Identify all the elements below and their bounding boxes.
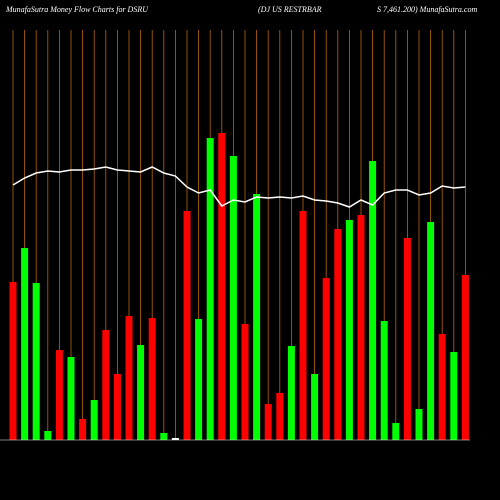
bar — [21, 248, 29, 440]
bar — [32, 283, 40, 440]
bar — [427, 222, 435, 440]
bar — [229, 156, 237, 440]
bar — [253, 194, 261, 440]
bar — [195, 319, 203, 440]
bar — [287, 346, 295, 440]
bar — [357, 215, 365, 440]
chart-subtitle: (DJ US RESTRBAR — [258, 5, 322, 14]
bar — [160, 433, 168, 440]
bar — [276, 393, 284, 440]
bar — [55, 350, 63, 440]
bar — [102, 330, 110, 440]
bar — [137, 345, 145, 440]
chart-title-right: S 7,461.200) MunafaSutra.com — [377, 5, 477, 14]
chart-title: MunafaSutra Money Flow Charts for DSRU — [5, 5, 149, 14]
bar — [90, 400, 98, 440]
bar — [311, 374, 319, 440]
bar — [241, 324, 249, 440]
bar — [345, 220, 353, 440]
bar — [369, 161, 377, 440]
flow-line — [12, 166, 466, 208]
bar — [403, 238, 411, 440]
bar — [113, 374, 121, 440]
bar — [322, 278, 330, 440]
bar — [380, 321, 388, 440]
bar — [206, 138, 214, 440]
bar — [392, 423, 400, 440]
bar — [299, 211, 307, 440]
bar — [148, 318, 156, 440]
bar — [183, 211, 191, 440]
bar — [44, 431, 52, 440]
bar — [171, 438, 179, 440]
bar — [415, 409, 423, 440]
bar — [438, 334, 446, 440]
bar — [461, 275, 469, 440]
bar — [79, 419, 87, 440]
bar — [450, 352, 458, 440]
bar — [264, 404, 272, 440]
bar — [9, 282, 17, 440]
bar — [218, 133, 226, 440]
bar — [334, 229, 342, 440]
bar — [125, 316, 133, 440]
bar — [67, 357, 75, 440]
